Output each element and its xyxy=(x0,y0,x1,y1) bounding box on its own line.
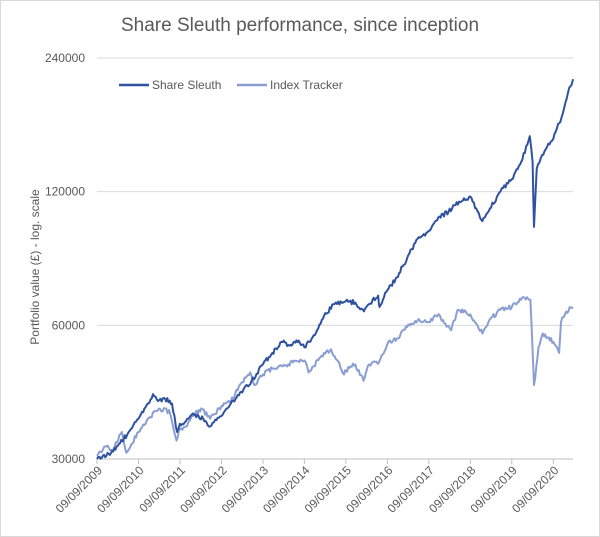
y-tick-label: 60000 xyxy=(52,318,86,332)
y-axis-title: Portfolio value (£) - log. scale xyxy=(28,189,42,345)
chart-title: Share Sleuth performance, since inceptio… xyxy=(121,15,479,36)
legend-label-index-tracker: Index Tracker xyxy=(270,78,343,92)
series-line-share-sleuth xyxy=(96,78,574,460)
legend: Share Sleuth Index Tracker xyxy=(119,78,343,92)
x-axis-ticks: 09/09/200909/09/201009/09/201109/09/2012… xyxy=(53,459,562,516)
series-line-index-tracker xyxy=(96,296,574,457)
y-axis-ticks: 30000 60000 120000 240000 xyxy=(45,51,85,466)
gridlines xyxy=(97,57,573,460)
y-tick-label: 120000 xyxy=(45,185,85,199)
series-lines xyxy=(96,78,574,460)
y-tick-label: 240000 xyxy=(45,51,85,65)
legend-label-share-sleuth: Share Sleuth xyxy=(152,78,221,92)
y-tick-label: 30000 xyxy=(52,452,86,466)
